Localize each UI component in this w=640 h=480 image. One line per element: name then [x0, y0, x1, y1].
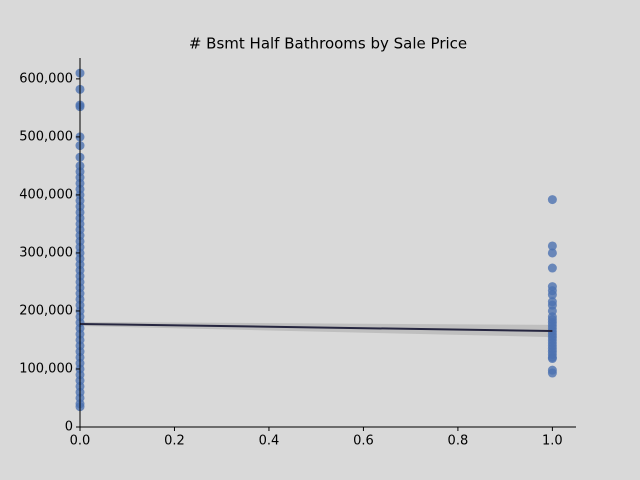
y-tick-label: 400,000 — [19, 187, 73, 202]
y-tick-label: 500,000 — [19, 129, 73, 144]
x-tick-label: 1.0 — [542, 434, 563, 449]
x-tick-label: 0.0 — [70, 434, 91, 449]
y-tick-label: 600,000 — [19, 71, 73, 86]
y-tick-label: 100,000 — [19, 361, 73, 376]
regression-line — [79, 322, 553, 332]
y-tick-label: 200,000 — [19, 303, 73, 318]
x-tick-label: 0.4 — [259, 434, 280, 449]
point — [547, 263, 557, 273]
point — [547, 354, 557, 364]
y-tick-label: 300,000 — [19, 245, 73, 260]
x-tick-label: 0.2 — [164, 434, 185, 449]
point — [547, 195, 557, 205]
point — [547, 290, 557, 300]
chart-title: # Bsmt Half Bathrooms by Sale Price — [189, 35, 467, 53]
point — [547, 241, 557, 251]
point — [547, 248, 557, 258]
point — [547, 368, 557, 378]
x-tick-label: 0.8 — [448, 434, 469, 449]
y-tick-label: 0 — [65, 420, 73, 435]
x-tick-label: 0.6 — [353, 434, 374, 449]
